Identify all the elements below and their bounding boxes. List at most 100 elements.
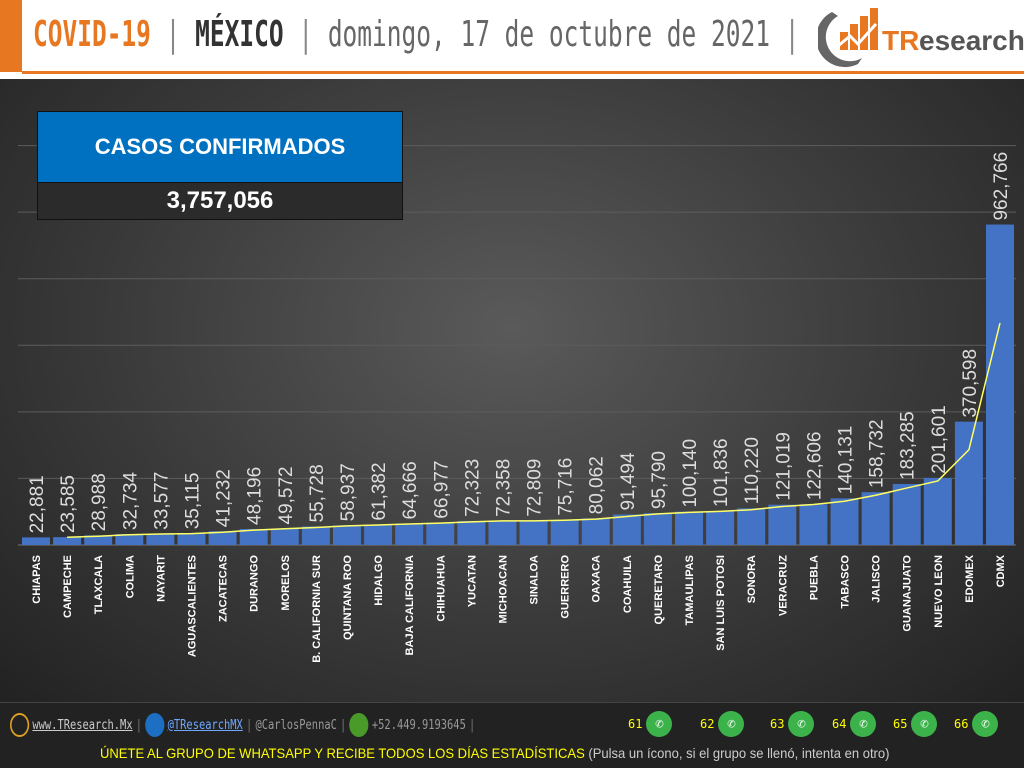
value-label: 72,323 <box>462 459 483 517</box>
category-label: TLAXCALA <box>93 555 105 614</box>
bar <box>457 520 486 545</box>
whatsapp-icon[interactable]: ✆ <box>718 711 745 737</box>
category-label: CHIHUAHUA <box>435 555 447 622</box>
whatsapp-icon[interactable]: ✆ <box>646 711 673 737</box>
bar <box>53 537 82 545</box>
bar <box>954 421 983 545</box>
value-label: 121,019 <box>773 432 794 501</box>
twitter-icon <box>145 713 165 737</box>
header: COVID-19 | MÉXICO | domingo, 17 de octub… <box>0 0 1024 76</box>
category-label: COAHUILA <box>622 555 634 613</box>
bar <box>799 504 828 545</box>
whatsapp-group-64[interactable]: 64 ✆ <box>832 711 877 737</box>
header-divider <box>22 71 1024 74</box>
whatsapp-group-65[interactable]: 65 ✆ <box>893 711 938 737</box>
category-label: EDOMEX <box>964 554 976 602</box>
whatsapp-group-62[interactable]: 62 ✆ <box>700 711 745 737</box>
group-number: 66 <box>954 717 969 731</box>
summary-value: 3,757,056 <box>38 183 402 219</box>
bar-chart: 22,881 CHIAPAS 23,585 CAMPECHE 28,988 TLAXCAL… <box>0 79 1024 702</box>
value-label: 158,732 <box>867 419 888 488</box>
page-title: COVID-19 | MÉXICO | domingo, 17 de octub… <box>33 10 799 60</box>
bar <box>612 514 641 545</box>
bar <box>643 513 672 545</box>
whatsapp-group-63[interactable]: 63 ✆ <box>770 711 815 737</box>
category-label: SONORA <box>746 555 758 603</box>
summary-label: CASOS CONFIRMADOS <box>38 112 402 183</box>
bar <box>830 498 859 545</box>
group-number: 61 <box>628 717 643 731</box>
separator: | <box>784 14 800 55</box>
category-label: MORELOS <box>280 555 292 611</box>
cta-note: (Pulsa un ícono, si el grupo se llenó, i… <box>588 745 890 761</box>
tresearch-logo: TR esearch <box>815 2 1024 68</box>
category-label: CHIAPAS <box>31 555 43 604</box>
category-label: PUEBLA <box>808 555 820 600</box>
category-label: GUERRERO <box>560 555 572 619</box>
value-label: 61,382 <box>369 462 390 520</box>
value-label: 962,766 <box>991 152 1012 221</box>
bar <box>270 528 299 545</box>
twitter-link[interactable]: @TResearchMX <box>167 717 243 733</box>
value-label: 110,220 <box>742 437 763 504</box>
category-label: HIDALGO <box>373 555 385 606</box>
separator: | <box>165 14 181 55</box>
value-label: 35,115 <box>182 473 203 530</box>
category-label: TABASCO <box>840 555 852 609</box>
separator: | <box>298 14 314 55</box>
whatsapp-icon[interactable]: ✆ <box>911 711 938 737</box>
trend-line <box>67 322 1001 539</box>
category-label: CAMPECHE <box>62 555 74 618</box>
summary-box: CASOS CONFIRMADOS 3,757,056 <box>37 111 403 220</box>
category-label: YUCATAN <box>466 555 478 607</box>
category-label: TAMAULIPAS <box>684 555 696 625</box>
category-label: SINALOA <box>529 555 541 605</box>
svg-text:esearch: esearch <box>919 25 1024 56</box>
value-label: 28,988 <box>89 473 110 531</box>
whatsapp-icon[interactable]: ✆ <box>788 711 815 737</box>
bar <box>550 519 579 545</box>
value-label: 33,577 <box>151 472 172 530</box>
category-label: MICHOACAN <box>497 555 509 623</box>
category-label: NUEVO LEON <box>933 555 945 628</box>
value-label: 41,232 <box>214 469 235 527</box>
value-label: 49,572 <box>276 466 297 524</box>
bar <box>426 522 455 545</box>
bar <box>519 520 548 545</box>
bar <box>332 525 361 545</box>
value-label: 58,937 <box>338 463 359 521</box>
value-label: 140,131 <box>836 426 857 495</box>
bar <box>861 492 890 545</box>
category-label: QUINTANA ROO <box>342 555 354 640</box>
category-label: QUERETARO <box>653 555 665 625</box>
globe-icon <box>10 713 30 737</box>
whatsapp-group-61[interactable]: 61 ✆ <box>628 711 673 737</box>
value-label: 201,601 <box>929 405 950 474</box>
value-label: 32,734 <box>120 472 141 531</box>
group-number: 65 <box>893 717 908 731</box>
bar <box>115 534 144 545</box>
bar <box>146 533 175 545</box>
value-label: 101,836 <box>711 438 732 507</box>
bar <box>488 520 517 545</box>
whatsapp-icon[interactable]: ✆ <box>850 711 877 737</box>
accent-bar <box>0 0 22 72</box>
bar <box>737 508 766 545</box>
whatsapp-group-66[interactable]: 66 ✆ <box>954 711 999 737</box>
group-number: 63 <box>770 717 785 731</box>
value-label: 122,606 <box>804 432 825 501</box>
category-label: OAXACA <box>591 555 603 603</box>
value-label: 183,285 <box>898 411 919 480</box>
handle-text: @CarlosPennaC <box>255 717 337 733</box>
value-label: 23,585 <box>58 475 79 533</box>
whatsapp-icon[interactable]: ✆ <box>972 711 999 737</box>
website-link[interactable]: www.TResearch.Mx <box>32 717 133 733</box>
bar <box>675 511 704 545</box>
bar <box>923 477 952 545</box>
title-covid: COVID-19 <box>33 14 151 55</box>
category-label: NAYARIT <box>155 555 167 602</box>
value-label: 72,358 <box>493 459 514 517</box>
value-label: 95,790 <box>649 451 670 509</box>
footer: www.TResearch.Mx | @TResearchMX | @CarlosP… <box>0 702 1024 768</box>
bar <box>239 528 268 545</box>
